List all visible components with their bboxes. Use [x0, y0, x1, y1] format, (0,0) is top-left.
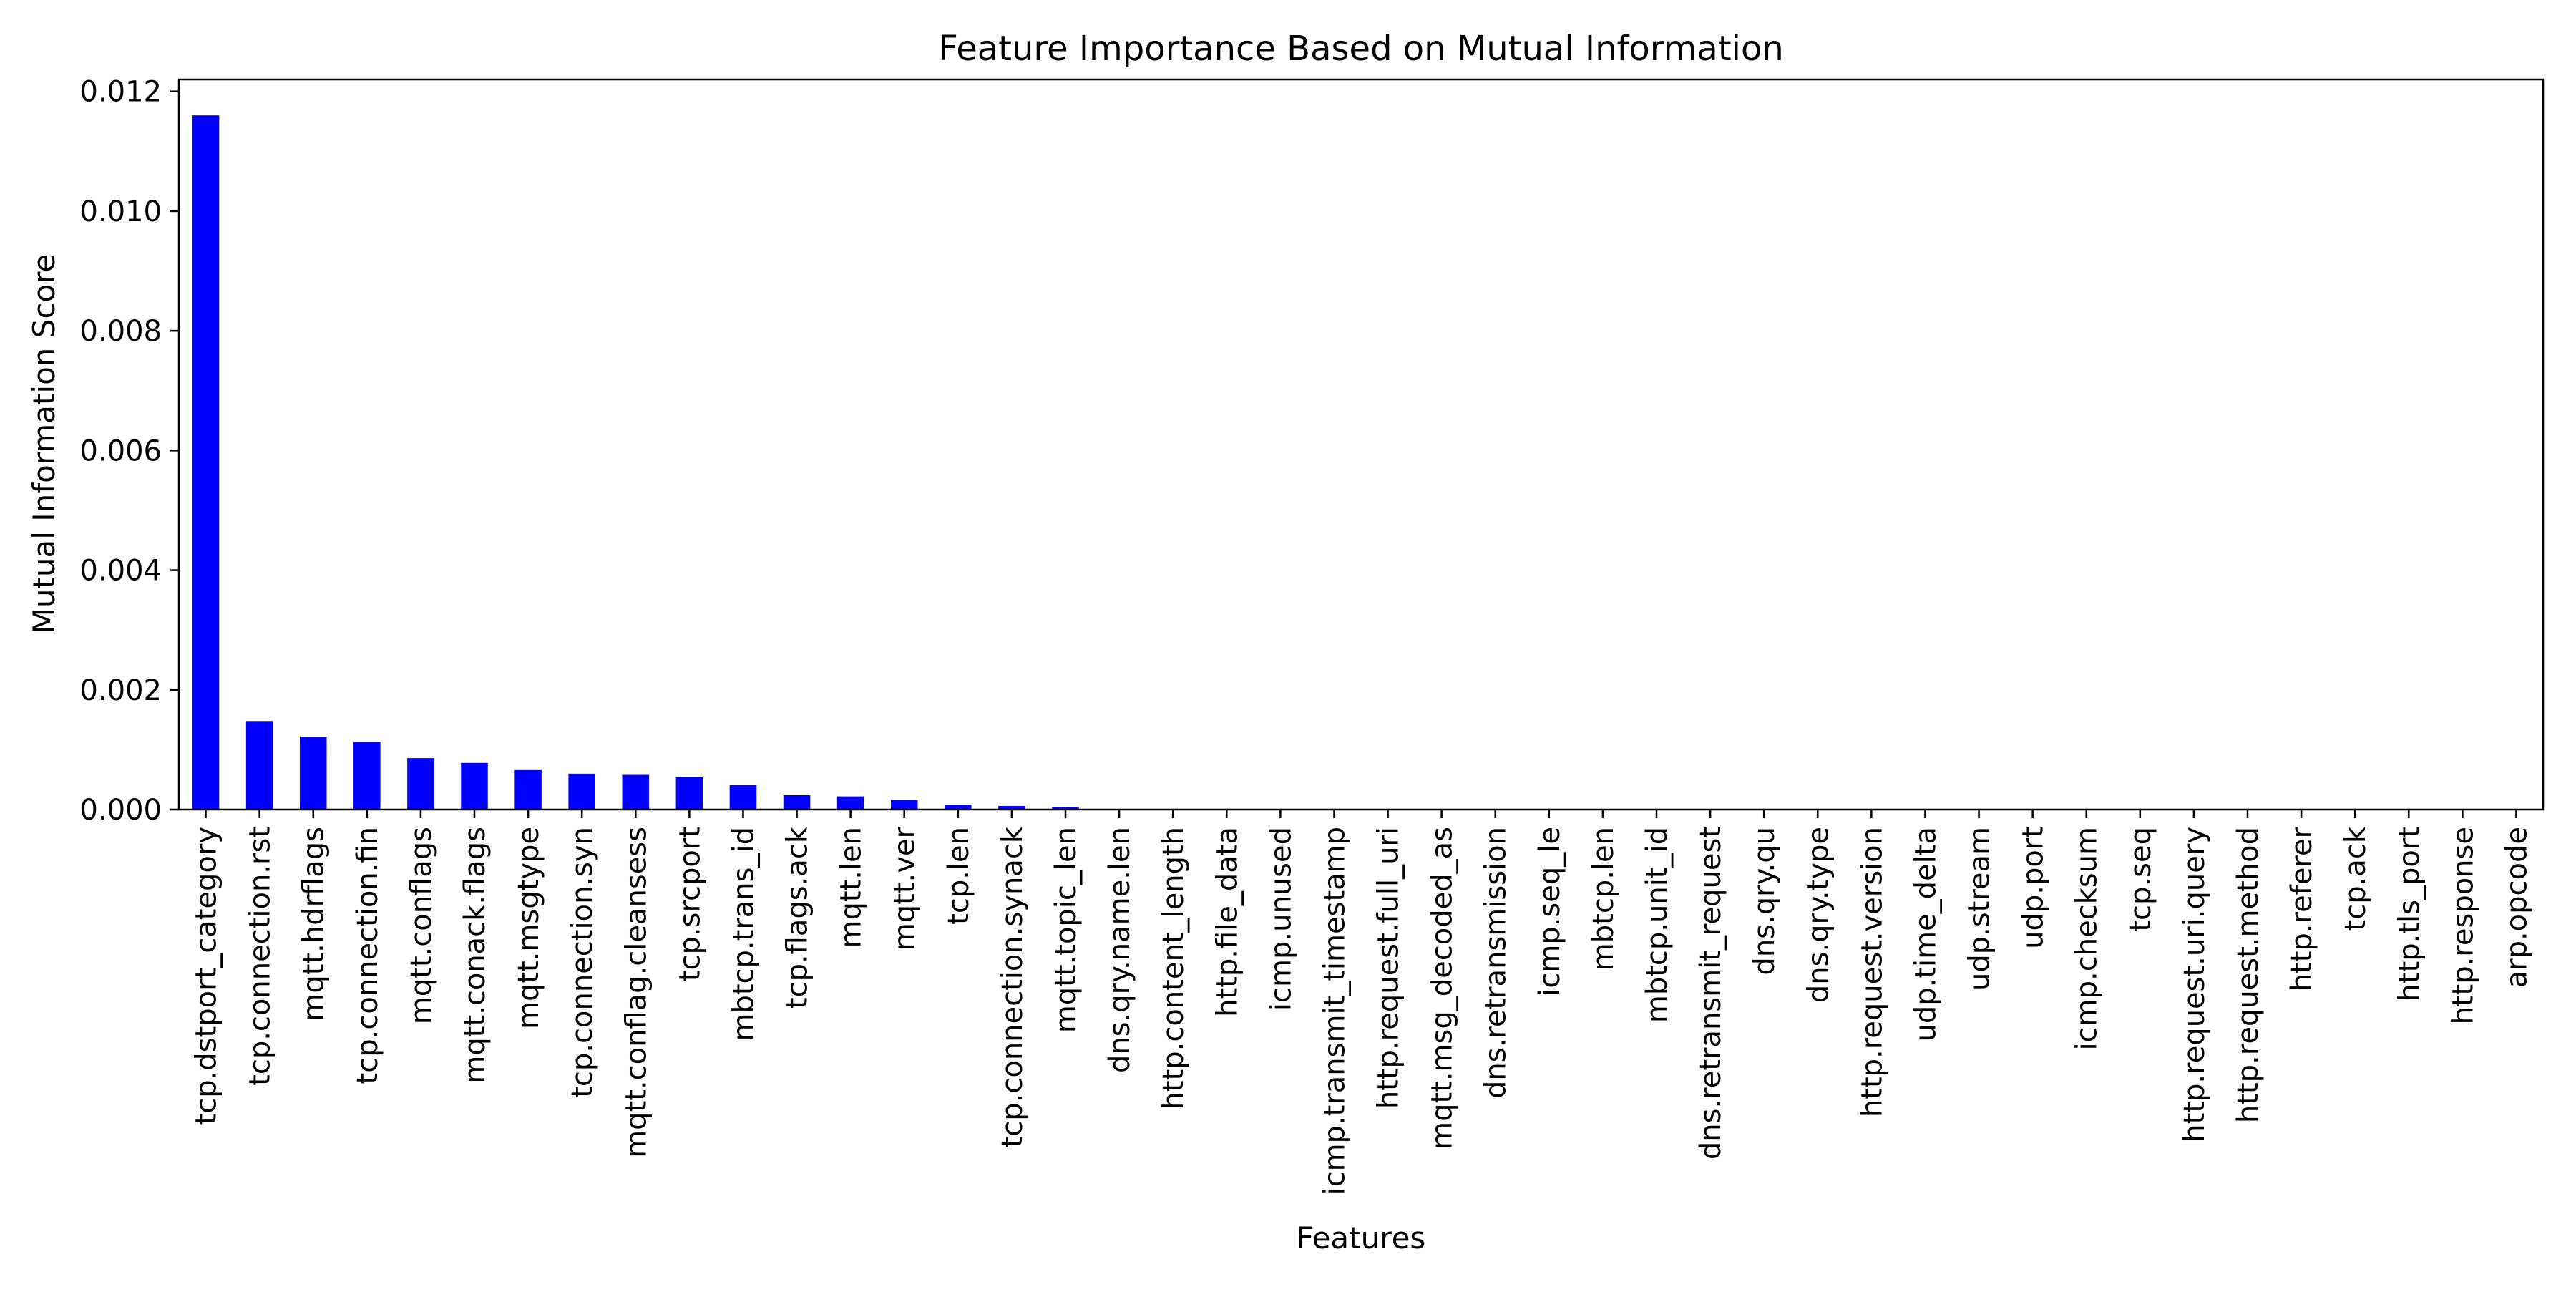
bar — [890, 800, 918, 810]
x-tick-label: mqtt.len — [835, 827, 868, 948]
x-tick-label: udp.stream — [1963, 827, 1996, 991]
x-tick-label: mqtt.conack.flags — [459, 827, 492, 1084]
bar — [568, 773, 595, 810]
y-axis-ticks: 0.000 0.002 0.004 0.006 0.008 0.010 0.012 — [79, 76, 179, 827]
bars — [192, 115, 1079, 810]
y-tick-label: 0.000 — [79, 794, 162, 827]
x-tick-label: tcp.seq — [2124, 827, 2157, 932]
x-axis-label: Features — [1297, 1220, 1426, 1255]
bar — [998, 805, 1025, 810]
y-tick-label: 0.002 — [79, 674, 162, 707]
x-tick-label: mqtt.conflag.cleansess — [620, 827, 653, 1158]
x-tick-label: tcp.connection.fin — [351, 827, 384, 1084]
bar — [353, 742, 381, 810]
x-tick-label: http.request.full_uri — [1372, 827, 1405, 1109]
y-axis-label: Mutual Information Score — [26, 254, 62, 634]
x-tick-label: mqtt.msgtype — [512, 827, 545, 1029]
x-tick-label: http.tls_port — [2393, 827, 2426, 1001]
x-tick-label: http.request.method — [2232, 827, 2265, 1123]
x-tick-label: dns.retransmission — [1480, 827, 1513, 1099]
x-tick-label: icmp.checksum — [2071, 827, 2104, 1050]
x-tick-label: tcp.connection.synack — [996, 826, 1029, 1147]
x-tick-label: mqtt.ver — [889, 826, 922, 951]
x-tick-label: dns.retransmit_request — [1694, 827, 1727, 1160]
x-tick-label: tcp.srcport — [673, 827, 706, 981]
x-tick-label: icmp.unused — [1264, 827, 1297, 1011]
y-tick-label: 0.004 — [79, 555, 162, 588]
x-tick-label: mqtt.msg_decoded_as — [1426, 827, 1459, 1150]
y-tick-label: 0.006 — [79, 434, 162, 467]
x-tick-label: tcp.flags.ack — [781, 826, 814, 1009]
bar — [514, 769, 542, 810]
x-tick-label: mqtt.topic_len — [1050, 827, 1083, 1033]
bar — [729, 785, 757, 810]
x-tick-label: udp.port — [2017, 827, 2050, 949]
y-tick-label: 0.010 — [79, 195, 162, 228]
y-tick-label: 0.012 — [79, 76, 162, 109]
x-tick-label: udp.time_delta — [1909, 827, 1942, 1042]
x-tick-label: http.request.uri.query — [2178, 827, 2211, 1142]
x-tick-label: mqtt.hdrflags — [298, 827, 331, 1021]
bar — [1052, 807, 1079, 810]
bar — [245, 721, 273, 810]
x-tick-label: http.request.version — [1855, 827, 1888, 1117]
x-tick-label: tcp.dstport_category — [190, 827, 223, 1125]
x-tick-label: dns.qry.type — [1802, 827, 1835, 1003]
bar — [192, 115, 220, 810]
x-tick-label: mqtt.conflags — [405, 827, 438, 1024]
x-tick-label: http.content_length — [1157, 827, 1190, 1109]
bar — [407, 758, 434, 810]
bar — [783, 795, 811, 810]
x-tick-label: dns.qry.name.len — [1103, 827, 1136, 1073]
plot-area-frame — [177, 78, 2545, 811]
x-tick-label: http.response — [2446, 827, 2479, 1025]
y-tick-label: 0.008 — [79, 315, 162, 348]
x-tick-label: dns.qry.qu — [1748, 827, 1781, 976]
x-tick-label: mbtcp.unit_id — [1641, 827, 1674, 1023]
x-tick-label: tcp.connection.rst — [244, 827, 277, 1086]
chart-title: Feature Importance Based on Mutual Infor… — [938, 29, 1784, 69]
x-tick-label: mbtcp.trans_id — [727, 827, 760, 1041]
x-tick-label: mbtcp.len — [1587, 827, 1620, 971]
x-tick-label: icmp.seq_le — [1533, 827, 1566, 996]
x-axis-ticks: tcp.dstport_category tcp.connection.rst mq… — [190, 810, 2533, 1195]
bar — [299, 737, 327, 810]
bar — [675, 777, 703, 810]
bar — [622, 774, 650, 810]
x-tick-label: icmp.transmit_timestamp — [1318, 827, 1351, 1195]
x-tick-label: tcp.len — [942, 827, 975, 925]
bar — [461, 762, 488, 810]
x-tick-label: tcp.ack — [2339, 826, 2372, 931]
x-tick-label: tcp.connection.syn — [566, 827, 599, 1098]
bar — [945, 805, 972, 810]
x-tick-label: http.file_data — [1211, 827, 1244, 1017]
x-tick-label: http.referer — [2285, 826, 2318, 991]
bar — [836, 796, 864, 810]
x-tick-label: arp.opcode — [2500, 827, 2533, 988]
